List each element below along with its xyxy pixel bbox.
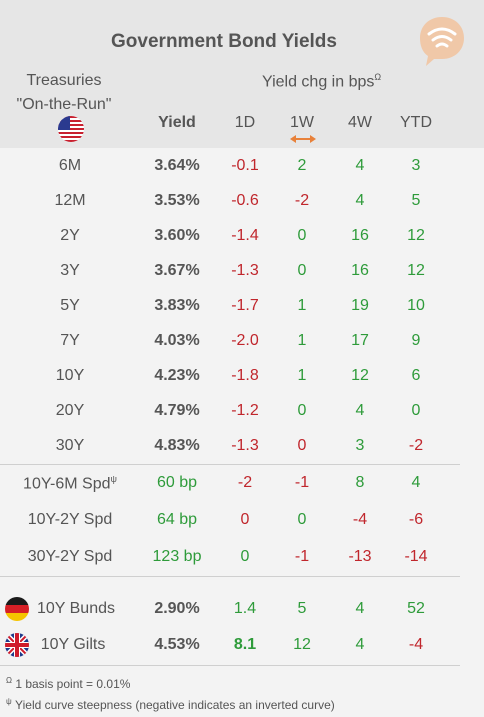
- divider: [0, 464, 460, 465]
- column-header-yield: Yield: [158, 114, 196, 131]
- table-row: 2Y 3.60% -1.4 0 16 12: [60, 227, 425, 244]
- treasuries-label: Treasuries "On-the-Run": [16, 72, 112, 113]
- table-row: 3Y 3.67% -1.3 0 16 12: [60, 262, 425, 279]
- divider: [0, 665, 460, 666]
- column-header-ytd: YTD: [400, 114, 432, 131]
- germany-flag-icon: [5, 597, 29, 621]
- table-row: 6M 3.64% -0.1 2 4 3: [58, 157, 421, 174]
- table-row: 30Y-2Y Spd 123 bp 0 -1 -13 -14: [27, 548, 428, 565]
- yield-change-title: Yield chg in bpsΩ: [262, 72, 382, 91]
- table-row: 30Y 4.83% -1.3 0 3 -2: [55, 437, 424, 454]
- table-row: 12M 3.53% -0.6 -2 4 5: [54, 192, 421, 209]
- table-row: 10Y Gilts 4.53% 8.1 12 4 -4: [40, 636, 424, 653]
- column-header-4w: 4W: [348, 114, 372, 131]
- footnote-curve-steepness: ψ Yield curve steepness (negative indica…: [6, 697, 335, 712]
- table-row: 20Y 4.79% -1.2 0 4 0: [55, 402, 421, 419]
- table-row: 5Y 3.83% -1.7 1 19 10: [60, 297, 425, 314]
- table-row: 10Y 4.23% -1.8 1 12 6: [55, 367, 421, 384]
- table-row: 7Y 4.03% -2.0 1 17 9: [60, 332, 421, 349]
- table-row: 10Y-2Y Spd 64 bp 0 0 -4 -6: [27, 511, 424, 528]
- speech-bubble-logo-icon: [420, 17, 464, 66]
- page-title: Government Bond Yields: [111, 31, 337, 52]
- table-row: 10Y Bunds 2.90% 1.4 5 4 52: [37, 600, 425, 617]
- double-arrow-icon: [290, 135, 316, 143]
- column-header-1d: 1D: [234, 114, 256, 131]
- column-header-1w: 1W: [290, 114, 314, 131]
- divider: [0, 576, 460, 577]
- table-row: 10Y-6M Spdψ 60 bp -2 -1 8 4: [23, 474, 421, 493]
- us-flag-icon: [58, 116, 84, 142]
- footnote-basis-point: Ω 1 basis point = 0.01%: [6, 676, 131, 691]
